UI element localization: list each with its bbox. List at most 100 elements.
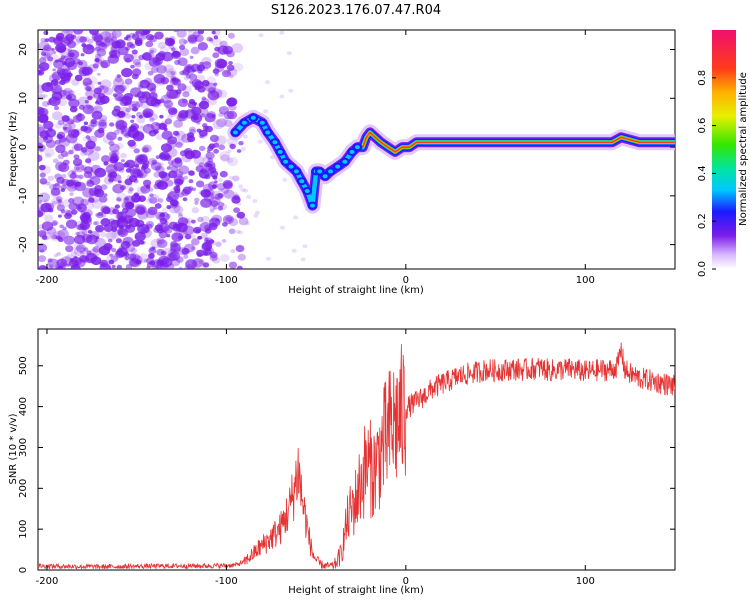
noise-point	[279, 30, 285, 35]
noise-point	[171, 46, 178, 53]
noise-point	[108, 259, 115, 265]
noise-point	[224, 119, 233, 128]
noise-point	[116, 197, 122, 202]
noise-point	[135, 235, 141, 241]
noise-point	[194, 85, 201, 91]
noise-point	[51, 111, 63, 121]
noise-point	[56, 252, 61, 256]
colorbar-tick-label: 0.6	[697, 118, 708, 134]
noise-point	[94, 36, 104, 45]
ridge-blob-core	[328, 169, 333, 174]
noise-point	[131, 49, 138, 55]
noise-point	[73, 246, 86, 257]
noise-point	[142, 30, 151, 35]
noise-point	[54, 263, 66, 269]
noise-point	[53, 37, 64, 46]
noise-point	[228, 103, 237, 111]
noise-point	[94, 58, 100, 63]
noise-point	[75, 166, 80, 171]
ridge-blob-core	[250, 115, 256, 120]
noise-point	[93, 34, 103, 43]
snr-panel: -200 -100 0 100 0 100 200 300 400 500 Height of …	[8, 328, 676, 596]
noise-point	[71, 209, 78, 215]
noise-point	[174, 178, 184, 186]
ridge-blob-core	[342, 159, 348, 164]
noise-point	[38, 255, 47, 263]
colorbar-tick-label: 0.4	[697, 165, 708, 181]
noise-point	[109, 253, 113, 257]
noise-point	[207, 145, 214, 151]
noise-point	[83, 209, 93, 218]
noise-point	[114, 75, 123, 83]
noise-point	[193, 102, 197, 106]
noise-point	[191, 207, 200, 214]
noise-point	[213, 205, 218, 210]
noise-point	[44, 153, 52, 159]
colorbar: 0.0 0.2 0.4 0.6 0.8 Normalized spectral ampl…	[697, 30, 749, 277]
noise-point	[123, 53, 134, 63]
noise-point	[234, 214, 240, 219]
noise-point	[42, 100, 50, 107]
noise-point	[198, 191, 203, 195]
noise-point	[188, 179, 194, 184]
noise-point	[63, 235, 75, 245]
noise-point	[229, 143, 236, 150]
noise-point	[95, 224, 105, 233]
noise-point	[197, 130, 209, 139]
noise-point	[226, 97, 237, 107]
noise-point	[68, 202, 78, 211]
noise-point	[85, 202, 94, 210]
noise-point	[38, 153, 43, 157]
noise-point	[87, 230, 93, 234]
noise-point	[222, 117, 228, 122]
noise-point	[195, 74, 206, 84]
noise-point	[124, 78, 133, 85]
noise-point	[50, 197, 62, 206]
spectrogram-x-tick-label--200: -200	[36, 275, 59, 286]
noise-point	[199, 222, 212, 232]
noise-point	[105, 265, 111, 269]
noise-point	[89, 30, 99, 36]
noise-point	[135, 100, 143, 108]
noise-point	[65, 219, 78, 229]
noise-point	[168, 107, 178, 115]
noise-point	[111, 149, 120, 157]
ridge-blob-core	[277, 149, 283, 154]
noise-point	[118, 229, 124, 234]
noise-point	[43, 94, 49, 98]
snr-x-tick-label--100: -100	[215, 576, 238, 587]
noise-point	[55, 265, 62, 269]
noise-point	[62, 87, 73, 96]
ridge-blob-core	[317, 169, 323, 174]
noise-point	[75, 174, 80, 179]
noise-point	[191, 219, 196, 224]
noise-point	[112, 77, 125, 88]
noise-point	[60, 209, 66, 214]
noise-point	[61, 174, 67, 179]
noise-point	[115, 238, 122, 244]
noise-point	[61, 68, 72, 77]
noise-point	[134, 39, 143, 46]
noise-point	[167, 160, 174, 165]
noise-point	[110, 255, 119, 262]
noise-point	[177, 173, 183, 179]
noise-point	[65, 52, 75, 60]
noise-point	[198, 259, 205, 265]
noise-point	[213, 35, 219, 40]
noise-point	[67, 180, 78, 189]
noise-point	[128, 217, 140, 228]
spectrogram-y-label: Frequency (Hz)	[8, 111, 19, 187]
noise-point	[159, 98, 165, 104]
noise-point	[148, 35, 158, 43]
noise-point	[43, 30, 49, 35]
noise-point	[38, 265, 47, 269]
noise-point	[177, 83, 187, 91]
noise-point	[96, 84, 109, 95]
noise-point	[178, 214, 184, 219]
spectrogram-y-tick-label-0: 0	[18, 144, 29, 150]
noise-point	[172, 200, 178, 205]
noise-point	[80, 53, 85, 57]
spectrogram-x-tick-label--100: -100	[215, 275, 238, 286]
noise-point	[135, 204, 147, 215]
noise-point	[238, 217, 249, 226]
